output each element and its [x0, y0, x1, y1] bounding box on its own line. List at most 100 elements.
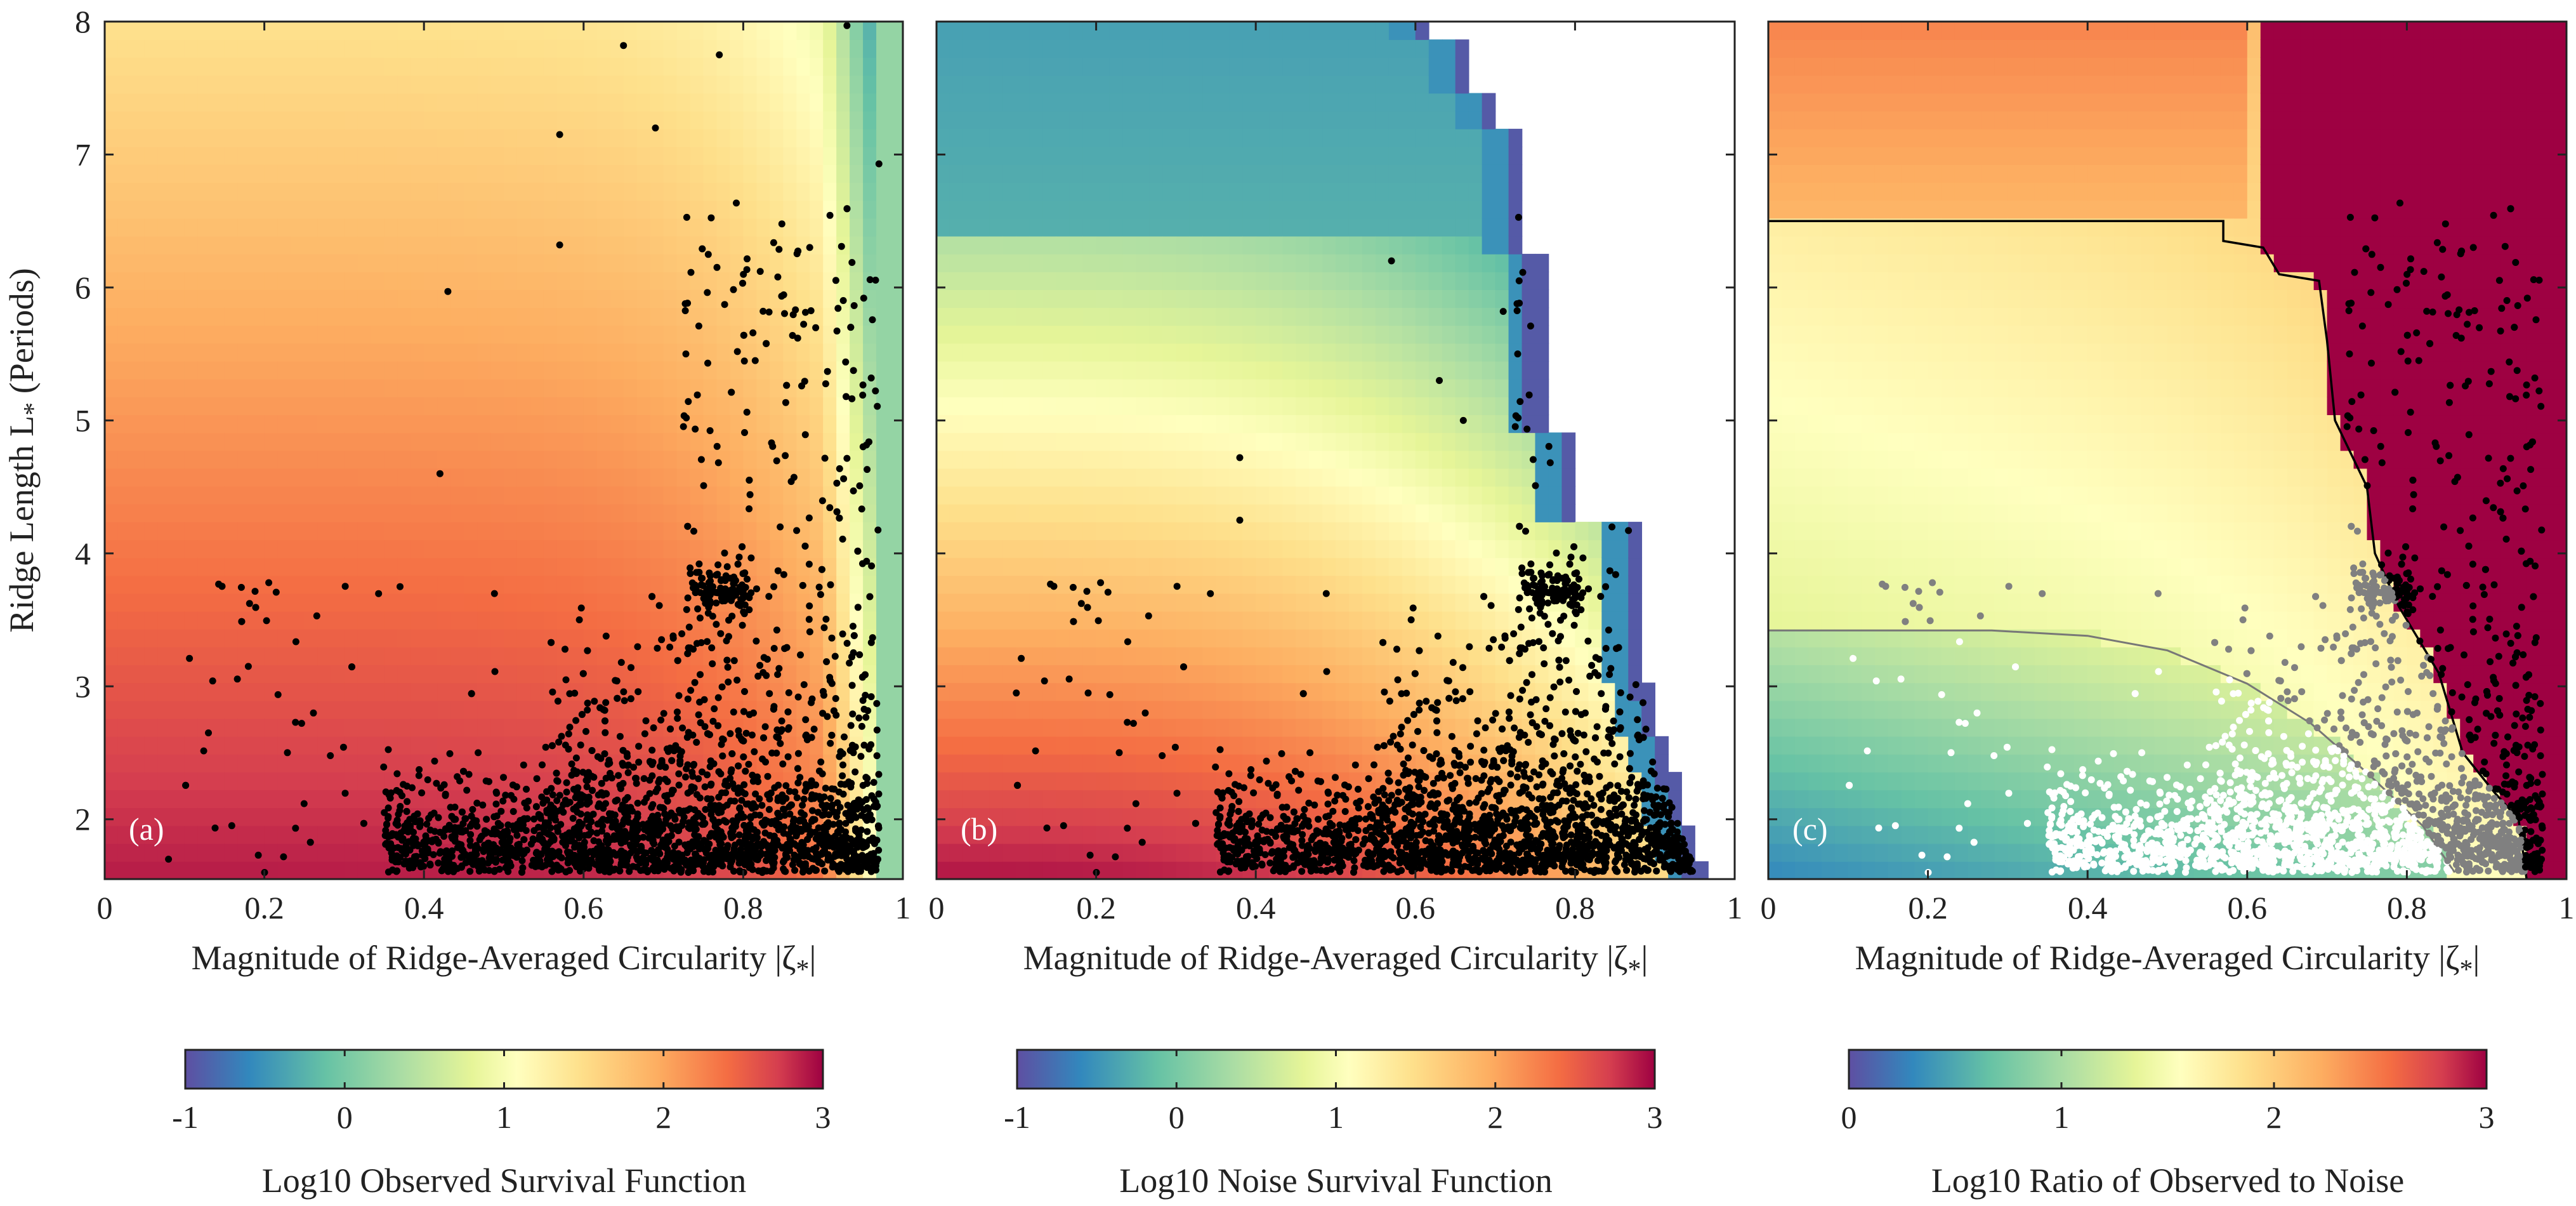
scatter-point	[602, 632, 610, 640]
heatmap-cell	[730, 450, 744, 469]
scatter-point	[773, 626, 780, 634]
heatmap-cell	[636, 682, 651, 701]
heatmap-cell	[623, 378, 638, 397]
heatmap-cell	[344, 772, 358, 791]
heatmap-cell	[131, 397, 145, 416]
heatmap-cell	[224, 647, 239, 666]
heatmap-cell	[344, 325, 358, 344]
scatter-point	[849, 710, 857, 718]
scatter-point	[648, 761, 656, 768]
scatter-point	[695, 775, 702, 783]
scatter-point	[793, 794, 801, 802]
heatmap-cell	[596, 325, 611, 344]
heatmap-cell	[570, 164, 584, 183]
heatmap-cell	[690, 272, 704, 290]
heatmap-cell	[450, 128, 464, 147]
heatmap-cell	[623, 557, 638, 576]
heatmap-cell	[371, 468, 385, 487]
heatmap-cell	[224, 807, 239, 826]
heatmap-cell	[836, 253, 850, 272]
heatmap-cell	[131, 93, 145, 112]
heatmap-cell	[464, 540, 478, 559]
scatter-point	[733, 199, 740, 207]
heatmap-cell	[890, 39, 904, 58]
heatmap-cell	[397, 628, 412, 647]
heatmap-cell	[450, 486, 464, 505]
heatmap-cell	[157, 593, 172, 612]
heatmap-cell	[291, 414, 305, 434]
scatter-point	[765, 593, 773, 600]
heatmap-cell	[703, 486, 718, 505]
scatter-point	[620, 688, 628, 696]
heatmap-cell	[157, 182, 172, 201]
heatmap-cell	[516, 522, 531, 541]
scatter-point	[709, 660, 716, 668]
heatmap-cell	[331, 289, 345, 308]
heatmap-cell	[424, 57, 438, 76]
heatmap-cell	[371, 825, 385, 844]
heatmap-cell	[131, 807, 145, 826]
heatmap-cell	[623, 700, 638, 719]
heatmap-cell	[850, 182, 864, 201]
heatmap-cell	[770, 164, 784, 183]
heatmap-cell	[690, 164, 704, 183]
heatmap-cell	[371, 361, 385, 380]
heatmap-cell	[144, 753, 159, 772]
heatmap-cell	[144, 218, 159, 237]
heatmap-cell	[610, 164, 624, 183]
heatmap-cell	[105, 843, 119, 862]
heatmap-cell	[397, 414, 412, 434]
heatmap-cell	[157, 665, 172, 684]
heatmap-cell	[384, 682, 398, 701]
heatmap-cell	[504, 128, 518, 147]
heatmap-cell	[743, 665, 758, 684]
scatter-point	[469, 805, 476, 813]
heatmap-cell	[676, 22, 691, 40]
heatmap-cell	[876, 128, 890, 147]
heatmap-cell	[291, 736, 305, 755]
heatmap-cell	[371, 200, 385, 219]
heatmap-cell	[424, 93, 438, 112]
heatmap-cell	[171, 378, 185, 397]
heatmap-cell	[504, 110, 518, 129]
scatter-point	[681, 300, 689, 307]
heatmap-cell	[543, 39, 558, 58]
heatmap-cell	[105, 325, 119, 344]
heatmap-cell	[331, 718, 345, 737]
heatmap-cell	[583, 753, 598, 772]
heatmap-cell	[477, 718, 491, 737]
heatmap-cell	[703, 700, 718, 719]
scatter-point	[292, 719, 299, 726]
heatmap-cell	[596, 182, 611, 201]
heatmap-cell	[144, 682, 159, 701]
heatmap-cell	[277, 343, 292, 362]
scatter-point	[775, 246, 783, 253]
heatmap-cell	[796, 128, 811, 147]
heatmap-cell	[690, 486, 704, 505]
heatmap-cell	[437, 503, 451, 522]
heatmap-cell	[117, 147, 132, 165]
scatter-point	[747, 554, 755, 562]
heatmap-cell	[331, 39, 345, 58]
scatter-point	[684, 594, 692, 602]
scatter-point	[845, 814, 853, 821]
heatmap-cell	[596, 147, 611, 165]
heatmap-cell	[676, 700, 691, 719]
heatmap-cell	[277, 647, 292, 666]
heatmap-cell	[344, 503, 358, 522]
heatmap-cell	[424, 397, 438, 416]
scatter-point	[844, 802, 851, 809]
heatmap-cell	[131, 414, 145, 434]
heatmap-cell	[477, 200, 491, 219]
heatmap-cell	[264, 164, 279, 183]
heatmap-cell	[703, 414, 718, 434]
heatmap-cell	[357, 110, 372, 129]
heatmap-cell	[543, 700, 558, 719]
heatmap-cell	[583, 503, 598, 522]
heatmap-cell	[450, 432, 464, 451]
scatter-point	[859, 381, 867, 388]
heatmap-cell	[117, 861, 132, 880]
heatmap-cell	[623, 235, 638, 255]
scatter-point	[263, 617, 270, 625]
heatmap-cell	[716, 343, 731, 362]
